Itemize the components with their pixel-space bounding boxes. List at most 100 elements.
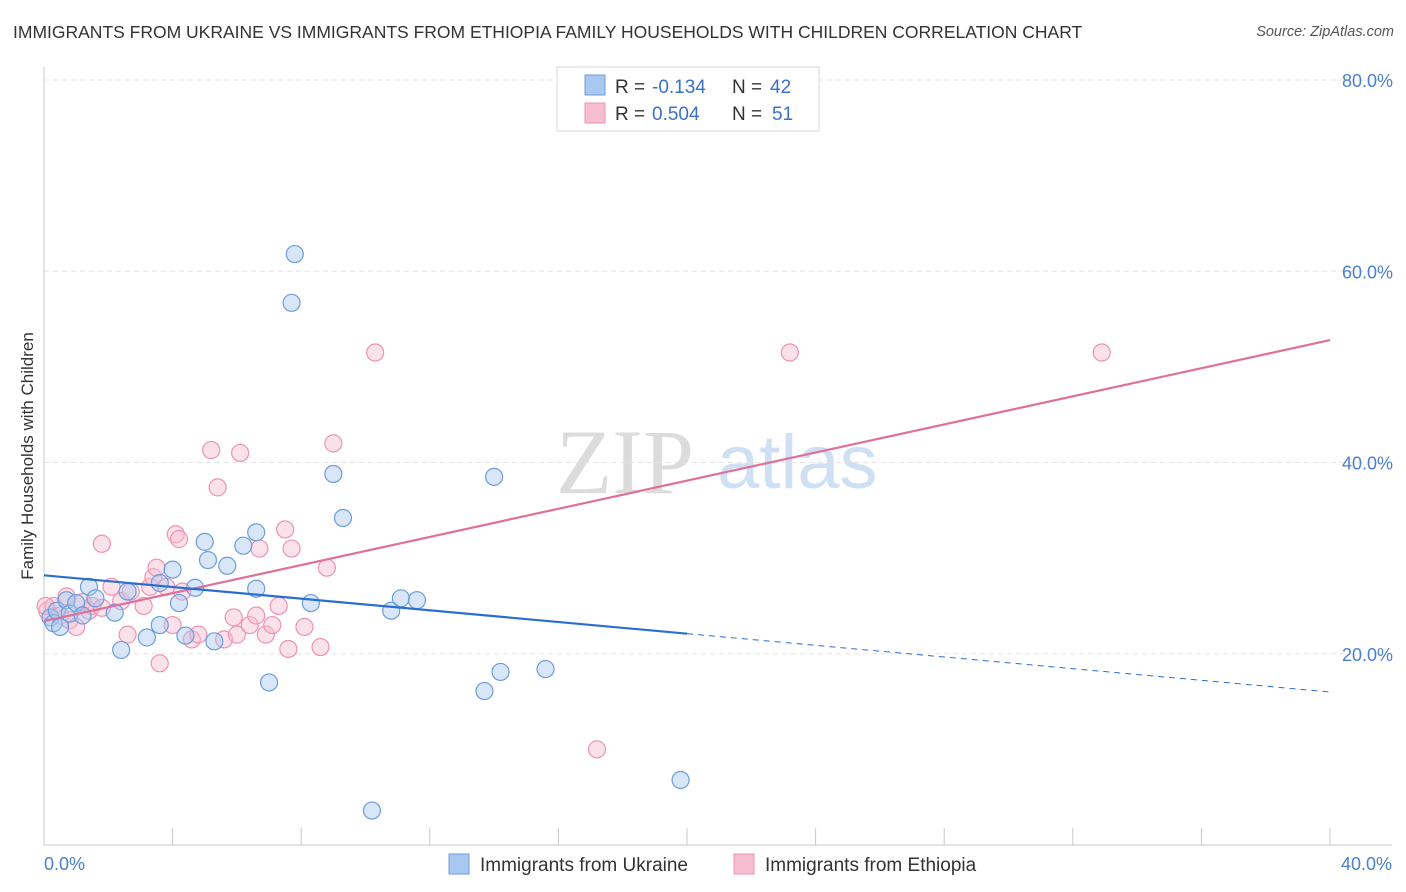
- ethiopia-point: [134, 596, 153, 616]
- ukraine-point: [485, 467, 504, 486]
- y-axis-label: Family Households with Children: [18, 332, 37, 580]
- ethiopia-point: [311, 637, 330, 657]
- x-ticks: [172, 828, 1331, 845]
- ukraine-point: [333, 508, 353, 528]
- ethiopia-point: [250, 539, 269, 558]
- ukraine-point: [150, 573, 169, 593]
- legend-n-label-ethiopia: N =: [732, 104, 762, 125]
- ethiopia-point: [202, 440, 221, 460]
- y-tick-label: 80.0%: [1342, 71, 1393, 91]
- ukraine-point: [118, 582, 137, 601]
- ukraine-point: [112, 640, 131, 660]
- x-tick-label-max: 40.0%: [1341, 854, 1392, 874]
- ukraine-point: [73, 606, 92, 625]
- bottom-legend: Immigrants from Ukraine Immigrants from …: [448, 853, 977, 876]
- ethiopia-point: [269, 596, 288, 616]
- ukraine-point: [301, 593, 320, 613]
- ukraine-point: [150, 615, 169, 635]
- ukraine-point: [475, 681, 494, 701]
- ukraine-point: [176, 626, 195, 645]
- x-tick-label-min: 0.0%: [44, 854, 85, 874]
- legend-r-label-ethiopia: R =: [615, 104, 645, 125]
- ukraine-point: [86, 589, 105, 608]
- ethiopia-point: [276, 520, 295, 539]
- legend-r-value-ethiopia: 0.504: [652, 104, 700, 125]
- ukraine-point: [105, 603, 124, 622]
- ethiopia-point: [587, 740, 607, 759]
- series-ethiopia: [36, 343, 1111, 759]
- ukraine-point: [163, 560, 182, 579]
- ethiopia-point: [36, 596, 55, 616]
- ethiopia-point: [92, 534, 111, 553]
- bottom-legend-swatch-ethiopia: [733, 853, 755, 875]
- legend-r-label-ukraine: R =: [615, 77, 645, 98]
- ethiopia-point: [366, 343, 385, 362]
- ukraine-point: [79, 577, 99, 596]
- watermark-atlas: atlas: [717, 420, 878, 505]
- ukraine-point: [234, 536, 253, 555]
- ukraine-trend-extension: [686, 633, 1331, 693]
- ethiopia-point: [189, 625, 208, 644]
- ukraine-point: [218, 556, 237, 575]
- ethiopia-point: [1092, 343, 1111, 362]
- ethiopia-point: [118, 625, 137, 644]
- ukraine-point: [491, 662, 510, 682]
- ethiopia-point: [240, 615, 259, 635]
- ethiopia-point: [282, 539, 301, 558]
- ethiopia-point: [208, 478, 227, 497]
- ukraine-point: [259, 673, 279, 692]
- y-tick-label: 20.0%: [1342, 645, 1393, 665]
- ethiopia-point: [780, 343, 799, 362]
- ukraine-point: [247, 579, 266, 598]
- ukraine-point: [169, 593, 189, 613]
- chart-title: IMMIGRANTS FROM UKRAINE VS IMMIGRANTS FR…: [13, 22, 1083, 42]
- ethiopia-point: [169, 529, 189, 549]
- legend-swatch-ukraine: [584, 74, 606, 96]
- ukraine-point: [671, 770, 690, 790]
- ethiopia-point: [224, 608, 243, 627]
- legend-n-value-ukraine: 42: [770, 77, 791, 98]
- legend-swatch-ethiopia: [584, 102, 606, 124]
- y-tick-label: 40.0%: [1342, 454, 1393, 474]
- bottom-legend-label-ukraine: Immigrants from Ukraine: [480, 855, 688, 876]
- ukraine-trend-line: [43, 574, 688, 635]
- ukraine-point: [324, 464, 343, 484]
- ukraine-point: [362, 801, 382, 820]
- source-label: Source: ZipAtlas.com: [1256, 24, 1394, 40]
- ethiopia-point: [295, 617, 314, 637]
- ukraine-point: [198, 550, 218, 570]
- bottom-legend-label-ethiopia: Immigrants from Ethiopia: [765, 855, 977, 876]
- top-legend: R = -0.134 N = 42 R = 0.504 N = 51: [556, 66, 820, 132]
- ukraine-point: [205, 632, 224, 651]
- ethiopia-point: [324, 434, 343, 453]
- ethiopia-point: [57, 587, 76, 606]
- legend-r-value-ukraine: -0.134: [652, 77, 706, 98]
- ukraine-point: [536, 659, 555, 679]
- ethiopia-trend-line: [43, 339, 1331, 623]
- ukraine-point: [391, 589, 410, 608]
- ukraine-point: [247, 523, 266, 542]
- ukraine-point: [282, 293, 301, 312]
- ethiopia-point: [231, 443, 250, 463]
- ethiopia-point: [147, 558, 166, 577]
- ethiopia-point: [247, 606, 266, 625]
- y-tick-labels: 20.0% 40.0% 60.0% 80.0%: [1342, 71, 1393, 665]
- ethiopia-point: [263, 615, 282, 635]
- ethiopia-point: [150, 654, 169, 673]
- gridlines: [44, 79, 1392, 655]
- ukraine-point: [195, 532, 214, 551]
- y-tick-label: 60.0%: [1342, 262, 1393, 282]
- series-ukraine: [41, 244, 690, 820]
- ethiopia-point: [279, 639, 298, 659]
- ukraine-point: [137, 628, 156, 647]
- ukraine-point: [285, 244, 304, 264]
- ukraine-point: [407, 591, 427, 610]
- legend-n-value-ethiopia: 51: [772, 104, 793, 125]
- legend-n-label-ukraine: N =: [732, 77, 762, 98]
- ethiopia-point: [256, 625, 275, 644]
- ethiopia-point: [163, 615, 182, 635]
- trend-lines: [43, 339, 1331, 693]
- ethiopia-point: [227, 625, 246, 644]
- bottom-legend-swatch-ukraine: [448, 853, 470, 875]
